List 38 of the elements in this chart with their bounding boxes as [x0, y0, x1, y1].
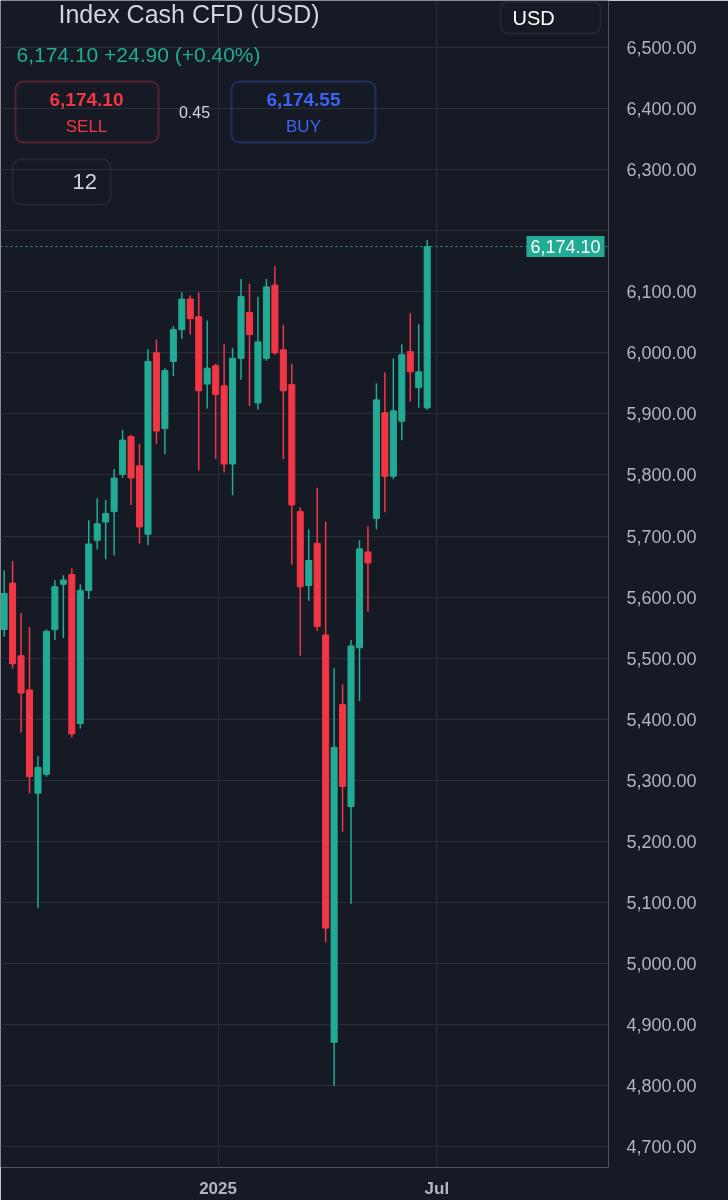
y-tick-label: 6,400.00 — [626, 99, 697, 120]
y-tick-label: 5,000.00 — [626, 954, 697, 975]
annotation: USD — [512, 6, 555, 29]
y-tick-label: 5,100.00 — [626, 892, 697, 913]
y-tick-label: 4,700.00 — [626, 1137, 697, 1158]
x-tick-label: 2025 — [199, 1178, 237, 1198]
candlestick — [102, 499, 110, 561]
ref-line-label: 6,174.10 — [530, 237, 601, 258]
text: 6,174.10 +24.90 (+0.40%) — [16, 43, 261, 66]
y-tick-label: 6,500.00 — [626, 38, 697, 59]
y-tick-label: 4,900.00 — [626, 1015, 697, 1036]
candlestick — [59, 574, 67, 639]
x-tick-label: Jul — [424, 1178, 450, 1198]
candlestick — [245, 283, 254, 407]
y-tick-label: 5,700.00 — [626, 526, 697, 547]
annotation: 6,174.10 — [49, 89, 124, 110]
y-tick-label: 5,500.00 — [626, 648, 697, 669]
candlestick — [203, 319, 211, 410]
y-tick-label: 4,800.00 — [626, 1076, 697, 1097]
y-tick-label: 5,400.00 — [626, 709, 697, 730]
y-tick-label: 5,900.00 — [626, 404, 697, 425]
annotation: 6,174.55 — [266, 89, 341, 110]
y-tick-label: 5,600.00 — [626, 587, 697, 608]
annotation: 0.45 — [178, 103, 211, 121]
annotation: SELL — [65, 117, 108, 136]
y-tick-label: 5,200.00 — [626, 831, 697, 852]
candlestick — [415, 323, 423, 409]
y-tick-label: 6,100.00 — [626, 282, 697, 303]
y-tick-label: 6,000.00 — [626, 343, 697, 364]
annotation: BUY — [286, 117, 321, 136]
y-tick-label: 6,300.00 — [626, 160, 697, 181]
y-tick-label: 5,800.00 — [626, 465, 697, 486]
y-tick-label: 5,300.00 — [626, 770, 697, 791]
chart-title: Index Cash CFD (USD) — [58, 0, 320, 28]
candlestick — [406, 312, 414, 403]
candlestick — [93, 497, 101, 551]
candlestick — [364, 525, 372, 613]
annotation: 12 — [72, 169, 97, 194]
